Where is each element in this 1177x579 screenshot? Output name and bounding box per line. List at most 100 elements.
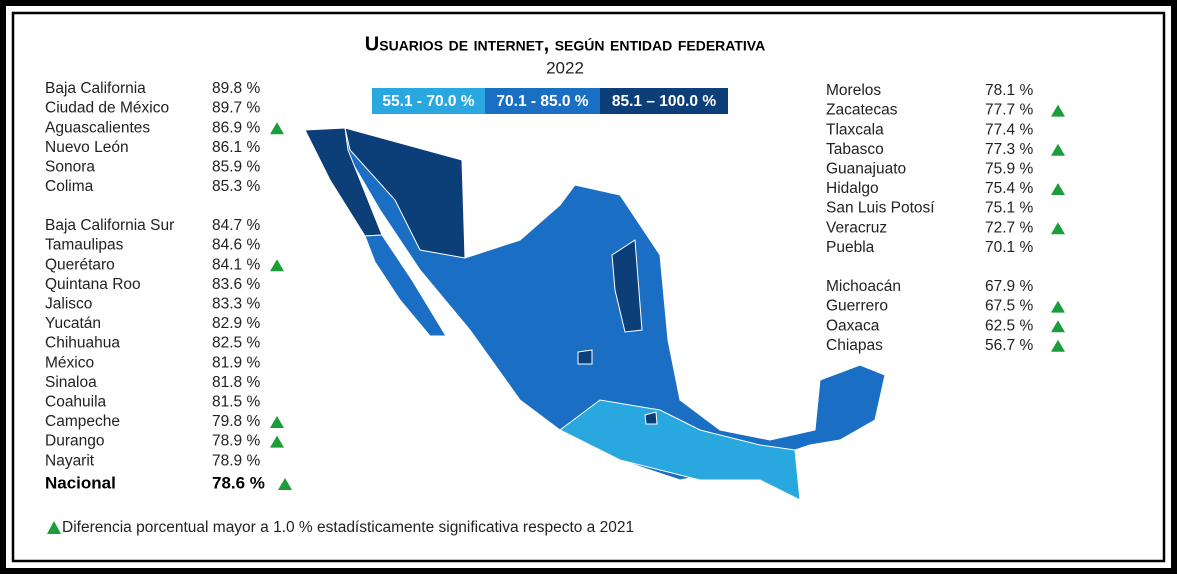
- state-value: 89.7 %: [212, 100, 260, 117]
- state-value: 67.9 %: [985, 278, 1033, 295]
- state-name: Aguascalientes: [45, 119, 150, 136]
- state-name: Michoacán: [826, 278, 901, 295]
- significance-triangle: [270, 416, 284, 428]
- state-value: 70.1 %: [985, 239, 1033, 256]
- significance-triangle: [270, 122, 284, 135]
- significance-triangle: [270, 435, 284, 448]
- footnote-triangle: [47, 521, 61, 534]
- legend-box: [485, 88, 600, 114]
- state-name: Oaxaca: [826, 317, 880, 334]
- state-value: 84.6 %: [212, 237, 260, 254]
- state-name: Tabasco: [826, 141, 884, 158]
- state-value: 75.1 %: [985, 200, 1033, 217]
- state-name: Quintana Roo: [45, 276, 141, 293]
- state-name: Zacatecas: [826, 102, 898, 119]
- state-name: Guerrero: [826, 298, 888, 315]
- state-value: 83.3 %: [212, 295, 260, 312]
- state-name: Nacional: [45, 473, 116, 492]
- state-name: Sinaloa: [45, 374, 97, 391]
- legend-label: 55.1 - 70.0 %: [382, 93, 474, 110]
- state-value: 84.7 %: [212, 217, 260, 234]
- state-name: Hidalgo: [826, 180, 879, 197]
- map-mainland: [344, 127, 886, 501]
- footnote: Diferencia porcentual mayor a 1.0 % esta…: [62, 519, 634, 536]
- state-name: Jalisco: [45, 295, 92, 312]
- state-value: 56.7 %: [985, 337, 1033, 354]
- title: Usuarios de internet, según entidad fede…: [365, 33, 765, 55]
- state-value: 84.1 %: [212, 256, 260, 273]
- inner-frame: [11, 11, 1166, 563]
- state-value: 81.8 %: [212, 374, 260, 391]
- state-value: 85.9 %: [212, 158, 260, 175]
- state-name: Puebla: [826, 239, 875, 256]
- significance-triangle: [1051, 339, 1065, 352]
- state-name: Sonora: [45, 158, 95, 175]
- state-name: Chiapas: [826, 337, 883, 354]
- state-value: 86.9 %: [212, 119, 260, 136]
- legend-label: 70.1 - 85.0 %: [496, 93, 588, 110]
- map-sonora: [344, 127, 466, 259]
- significance-triangle: [278, 478, 292, 490]
- legend-label: 85.1 – 100.0 %: [612, 93, 716, 110]
- state-name: Tlaxcala: [826, 121, 884, 138]
- state-name: Morelos: [826, 82, 881, 99]
- legend-box: [372, 88, 485, 114]
- map-nuevo-leon: [611, 239, 643, 333]
- significance-triangle: [1051, 183, 1065, 195]
- map-aguascalientes: [577, 349, 593, 365]
- state-name: Veracruz: [826, 219, 887, 236]
- state-name: Campeche: [45, 413, 120, 430]
- significance-triangle: [270, 259, 284, 272]
- state-name: Nayarit: [45, 452, 95, 469]
- significance-triangle: [1051, 300, 1065, 313]
- significance-triangle: [1051, 320, 1065, 333]
- significance-triangle: [1051, 104, 1065, 117]
- map-cdmx: [644, 411, 658, 425]
- state-name: Guanajuato: [826, 160, 906, 177]
- significance-triangle: [1051, 222, 1065, 235]
- state-name: Baja California Sur: [45, 217, 174, 234]
- state-name: Yucatán: [45, 315, 101, 332]
- state-value: 75.9 %: [985, 160, 1033, 177]
- state-lists: Baja California 89.8 % Ciudad de México 89.…: [45, 80, 1065, 492]
- state-value: 82.5 %: [212, 335, 260, 352]
- legend: 55.1 - 70.0 % 70.1 - 85.0 % 85.1 – 100.0 %: [372, 88, 728, 114]
- state-name: Nuevo León: [45, 139, 129, 156]
- state-value: 85.3 %: [212, 178, 260, 195]
- state-name: San Luis Potosí: [826, 200, 935, 217]
- state-name: Coahuila: [45, 393, 107, 410]
- state-value: 78.6 %: [212, 473, 265, 492]
- state-value: 62.5 %: [985, 317, 1033, 334]
- legend-box: [600, 88, 728, 114]
- map: [304, 127, 886, 501]
- state-name: Tamaulipas: [45, 237, 124, 254]
- state-value: 83.6 %: [212, 276, 260, 293]
- state-value: 78.9 %: [212, 433, 260, 450]
- state-name: Chihuahua: [45, 335, 120, 352]
- state-value: 77.3 %: [985, 141, 1033, 158]
- state-name: Ciudad de México: [45, 100, 169, 117]
- state-name: Durango: [45, 433, 104, 450]
- state-name: Baja California: [45, 80, 146, 97]
- significance-triangle: [1051, 143, 1065, 156]
- state-value: 75.4 %: [985, 180, 1033, 197]
- state-value: 77.7 %: [985, 102, 1033, 119]
- state-value: 67.5 %: [985, 298, 1033, 315]
- state-value: 89.8 %: [212, 80, 260, 97]
- year: 2022: [546, 58, 584, 77]
- map-south: [559, 399, 801, 501]
- map-baja-california-sur: [364, 234, 447, 337]
- state-name: Querétaro: [45, 256, 115, 273]
- state-value: 82.9 %: [212, 315, 260, 332]
- state-value: 72.7 %: [985, 219, 1033, 236]
- state-value: 78.1 %: [985, 82, 1033, 99]
- state-name: Colima: [45, 178, 94, 195]
- state-value: 79.8 %: [212, 413, 260, 430]
- state-value: 78.9 %: [212, 452, 260, 469]
- state-name: México: [45, 354, 94, 371]
- state-value: 81.9 %: [212, 354, 260, 371]
- state-value: 86.1 %: [212, 139, 260, 156]
- state-value: 81.5 %: [212, 393, 260, 410]
